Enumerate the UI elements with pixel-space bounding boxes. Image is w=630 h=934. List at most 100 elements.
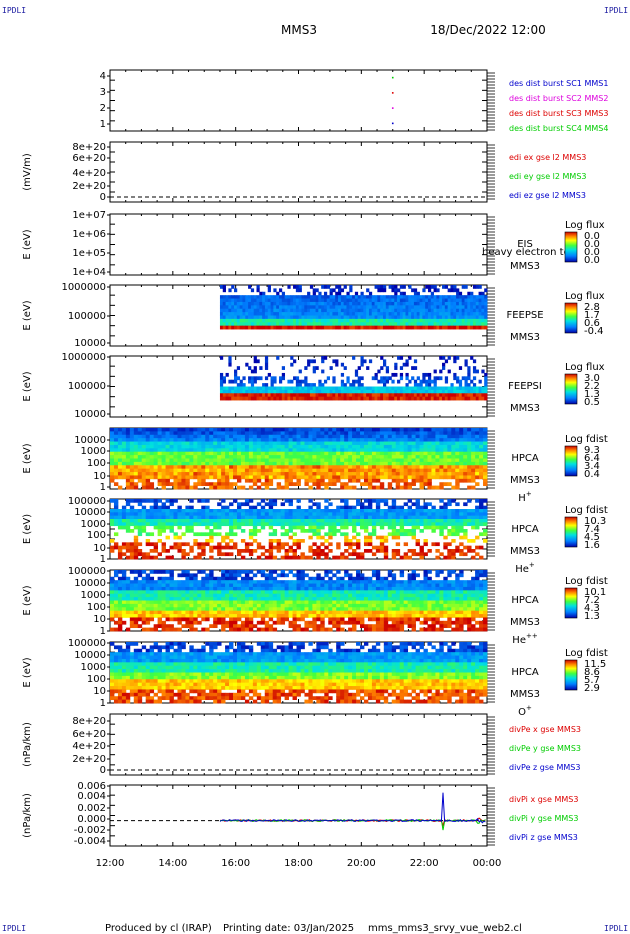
spectrogram-cell: [205, 475, 210, 480]
spectrogram-cell: [272, 472, 278, 476]
spectrogram-cell: [281, 366, 286, 370]
spectrogram-cell: [276, 444, 282, 449]
spectrogram-cell: [121, 472, 127, 476]
spectrogram-cell: [307, 305, 311, 310]
spectrogram-cell: [443, 512, 448, 517]
spectrogram-cell: [250, 298, 255, 303]
spectrogram-cell: [281, 301, 286, 306]
spectrogram-cell: [267, 315, 271, 320]
spectrogram-cell: [415, 468, 420, 473]
spectrogram-cell: [399, 298, 404, 303]
spectrogram-cell: [312, 386, 316, 391]
spectrogram-cell: [225, 438, 230, 442]
spectrogram-cell: [173, 448, 178, 453]
spectrogram-cell: [467, 369, 471, 374]
spectrogram-cell: [479, 461, 484, 466]
spectrogram-cell: [252, 505, 258, 510]
spectrogram-cell: [292, 552, 297, 557]
spectrogram-cell: [248, 549, 254, 553]
spectrogram-cell: [391, 522, 397, 527]
spectrogram-cell: [382, 298, 387, 303]
spectrogram-cell: [461, 386, 465, 391]
spectrogram-cell: [225, 451, 230, 456]
spectrogram-cell: [217, 545, 222, 550]
spectrogram-cell: [363, 393, 367, 398]
spectrogram-cell: [307, 393, 311, 398]
spectrogram-cell: [324, 458, 329, 463]
spectrogram-cell: [461, 295, 465, 299]
spectrogram-cell: [281, 325, 286, 330]
spectrogram-cell: [181, 478, 186, 483]
spectrogram-cell: [264, 485, 270, 490]
spectrogram-cell: [352, 455, 357, 459]
spectrogram-cell: [149, 441, 155, 446]
spectrogram-cell: [117, 438, 123, 442]
spectrogram-cell: [316, 482, 321, 487]
spectrogram-cell: [338, 322, 342, 327]
spectrogram-cell: [284, 519, 289, 523]
spectrogram-cell: [340, 434, 345, 439]
spectrogram-cell: [287, 322, 291, 327]
spectrogram-cell: [332, 325, 336, 330]
spectrogram-cell: [433, 285, 437, 289]
spectrogram-cell: [272, 539, 278, 543]
spectrogram-cell: [157, 465, 162, 470]
spectrogram-cell: [403, 482, 409, 487]
spectrogram-cell: [219, 389, 224, 394]
spectrogram-cell: [335, 393, 339, 398]
spectrogram-cell: [399, 458, 405, 463]
spectrogram-cell: [416, 315, 420, 320]
spectrogram-cell: [431, 515, 436, 520]
spectrogram-cell: [340, 383, 345, 387]
spectrogram-cell: [278, 295, 283, 299]
spectrogram-cell: [450, 308, 454, 313]
spectrogram-cell: [165, 428, 170, 432]
spectrogram-cell: [459, 475, 464, 480]
spectrogram-cell: [248, 318, 252, 323]
spectrogram-cell: [209, 428, 214, 432]
spectrogram-cell: [472, 308, 477, 313]
spectrogram-cell: [161, 542, 166, 547]
spectrogram-cell: [248, 444, 254, 449]
spectrogram-cell: [292, 448, 297, 453]
spectrogram-cell: [484, 308, 488, 313]
spectrogram-cell: [244, 438, 250, 442]
spectrogram-cell: [356, 444, 361, 449]
spectrogram-cell: [382, 312, 387, 316]
spectrogram-cell: [141, 465, 147, 470]
spectrogram-cell: [467, 372, 471, 377]
spectrogram-cell: [320, 549, 325, 553]
spectrogram-cell: [427, 485, 432, 490]
spectrogram-cell: [292, 539, 297, 543]
spectrogram-cell: [391, 444, 397, 449]
spectrogram-cell: [360, 301, 364, 306]
spectrogram-cell: [459, 519, 464, 523]
spectrogram-cell: [231, 393, 235, 398]
spectrogram-cell: [181, 455, 186, 459]
spectrogram-cell: [268, 539, 274, 543]
spectrogram-cell: [217, 465, 222, 470]
spectrogram-cell: [458, 396, 463, 401]
spectrogram-cell: [382, 393, 387, 398]
spectrogram-cell: [415, 465, 420, 470]
spectrogram-cell: [349, 308, 353, 313]
spectrogram-cell: [213, 428, 218, 432]
spectrogram-cell: [245, 386, 249, 391]
spectrogram-cell: [352, 525, 357, 530]
spectrogram-cell: [385, 295, 390, 299]
spectrogram-cell: [459, 509, 464, 513]
spectrogram-cell: [324, 519, 329, 523]
spectrogram-cell: [213, 509, 218, 513]
spectrogram-cell: [425, 322, 429, 327]
spectrogram-cell: [403, 542, 409, 547]
spectrogram-cell: [244, 512, 250, 517]
spectrogram-cell: [430, 305, 434, 310]
spectrogram-cell: [379, 431, 385, 436]
spectrogram-cell: [173, 472, 178, 476]
spectrogram-cell: [415, 461, 420, 466]
spectrogram-cell: [478, 322, 482, 327]
spectrogram-cell: [415, 451, 420, 456]
spectrogram-cell: [391, 519, 397, 523]
spectrogram-cell: [284, 451, 289, 456]
spectrogram-cell: [326, 301, 330, 306]
